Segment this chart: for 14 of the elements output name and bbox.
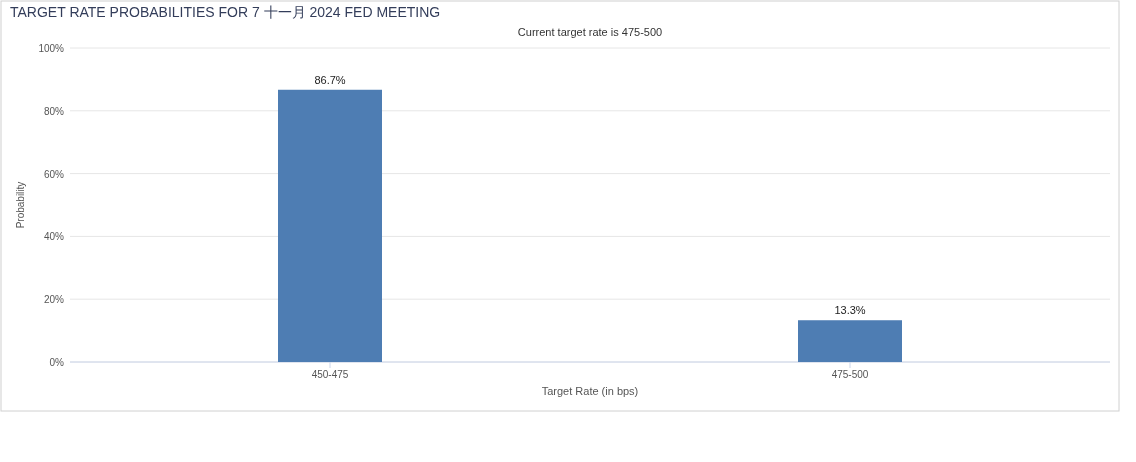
- y-axis-title: Probability: [15, 181, 26, 229]
- y-tick-label: 60%: [43, 168, 65, 180]
- x-tick-label: 450-475: [311, 369, 349, 380]
- chart-title: TARGET RATE PROBABILITIES FOR 7 十一月 2024 FED MEETING: [10, 4, 441, 20]
- y-tick-label: 100%: [38, 43, 65, 54]
- y-tick-label: 20%: [43, 294, 65, 306]
- y-tick-label: 80%: [43, 105, 65, 117]
- x-tick-label: 475-500: [831, 369, 869, 380]
- data-label: 13.3%: [834, 304, 866, 317]
- y-tick-label: 0%: [49, 357, 65, 368]
- x-axis-title: Target Rate (in bps): [541, 385, 639, 397]
- data-label: 86.7%: [314, 73, 346, 86]
- y-tick-label: 40%: [43, 231, 65, 243]
- chart-subtitle: Current target rate is 475-500: [517, 26, 663, 38]
